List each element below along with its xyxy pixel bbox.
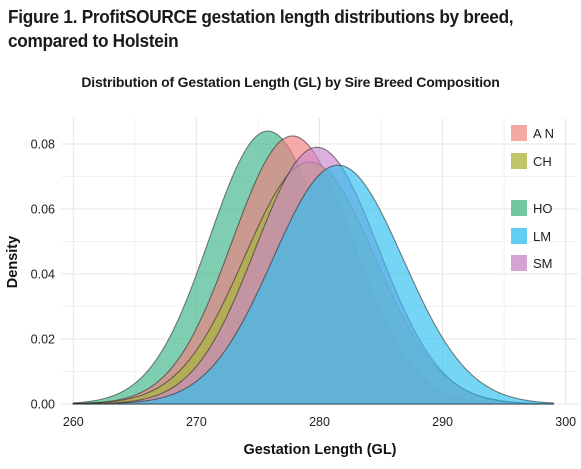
- chart-title: Distribution of Gestation Length (GL) by…: [81, 74, 500, 90]
- x-tick: 270: [186, 415, 207, 429]
- y-tick-label: 0.08: [31, 138, 55, 152]
- x-tick-label: 260: [63, 415, 84, 429]
- legend-item: A N: [511, 125, 554, 141]
- legend-swatch: [511, 228, 527, 244]
- y-axis-title: Density: [5, 236, 21, 288]
- legend-swatch: [511, 200, 527, 216]
- legend-label: HO: [533, 201, 553, 216]
- legend-label: LM: [533, 229, 551, 244]
- legend-item: SM: [511, 255, 553, 271]
- x-tick: 300: [555, 415, 576, 429]
- x-tick: 280: [309, 415, 330, 429]
- legend-swatch: [511, 255, 527, 271]
- legend-label: SM: [533, 256, 553, 271]
- legend-label: CH: [533, 154, 552, 169]
- y-tick: 0.08: [31, 138, 55, 152]
- x-tick-label: 280: [309, 415, 330, 429]
- legend: A N CH HO LM SM: [511, 125, 554, 271]
- axis-layer: 260 270 280 290 300 0.00 0.02 0.04 0.06 0.08: [31, 138, 577, 430]
- y-tick-label: 0.00: [31, 398, 55, 412]
- legend-label: A N: [533, 126, 554, 141]
- figure-caption: Figure 1. ProfitSOURCE gestation length …: [8, 6, 514, 51]
- x-tick: 290: [432, 415, 453, 429]
- x-tick-label: 270: [186, 415, 207, 429]
- x-tick-label: 300: [555, 415, 576, 429]
- y-tick-label: 0.06: [31, 203, 55, 217]
- y-tick: 0.00: [31, 398, 55, 412]
- legend-swatch: [511, 125, 527, 141]
- x-tick-label: 290: [432, 415, 453, 429]
- x-axis-title: Gestation Length (GL): [243, 442, 396, 458]
- legend-swatch: [511, 153, 527, 169]
- density-area-lm: [72, 164, 554, 405]
- series-layer: [72, 130, 554, 405]
- x-tick: 260: [63, 415, 84, 429]
- legend-item: HO: [511, 200, 553, 216]
- legend-item: LM: [511, 228, 551, 244]
- y-tick-label: 0.02: [31, 333, 55, 347]
- y-tick: 0.02: [31, 333, 55, 347]
- legend-item: CH: [511, 153, 552, 169]
- y-tick-label: 0.04: [31, 268, 55, 282]
- y-tick: 0.04: [31, 268, 55, 282]
- y-tick: 0.06: [31, 203, 55, 217]
